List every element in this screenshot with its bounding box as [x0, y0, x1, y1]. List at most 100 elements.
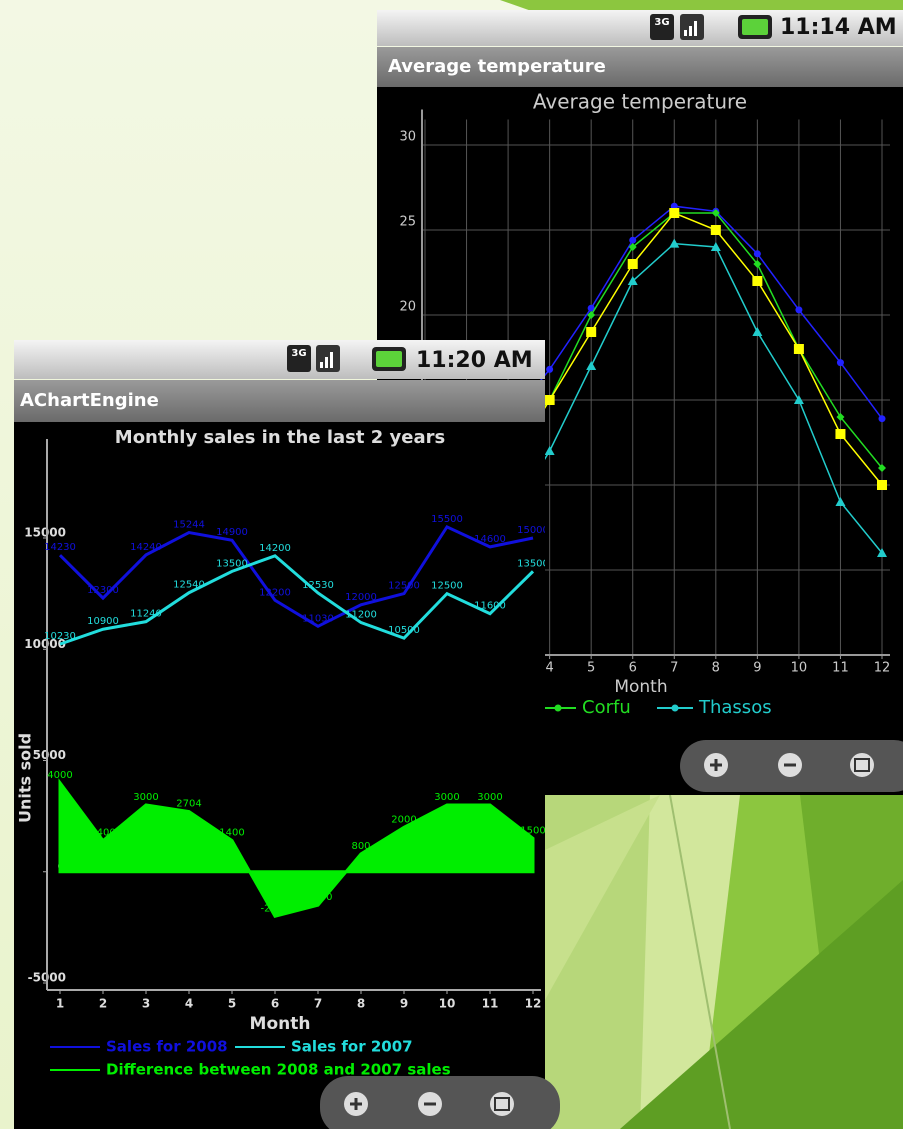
value-label: 10900 — [87, 616, 119, 627]
x-tick-label: 4 — [185, 997, 193, 1011]
x-tick-label: 7 — [314, 997, 322, 1011]
value-label: 800 — [351, 841, 370, 852]
value-label: 11600 — [474, 601, 506, 612]
x-axis-title: Month — [614, 677, 667, 697]
x-tick-label: 9 — [753, 661, 761, 676]
value-label: 4000 — [47, 770, 72, 781]
value-label: 10230 — [44, 631, 76, 642]
x-tick-label: 4 — [545, 661, 553, 676]
signal-icon — [316, 345, 340, 372]
value-label: 14240 — [130, 542, 162, 553]
value-label: 12500 — [431, 581, 463, 592]
zoom-controls — [320, 1076, 560, 1129]
y-tick-label: 5000 — [33, 748, 66, 762]
y-axis-title: Units sold — [16, 733, 35, 823]
x-tick-label: 11 — [482, 997, 499, 1011]
x-tick-label: 5 — [587, 661, 595, 676]
y-tick-label: 30 — [399, 130, 416, 145]
value-label: -2000 — [260, 903, 289, 914]
network-label: 3G — [291, 348, 306, 359]
value-label: 10500 — [388, 625, 420, 636]
point — [836, 413, 845, 421]
x-tick-label: 11 — [832, 661, 849, 676]
point — [753, 260, 762, 268]
value-label: 1400 — [90, 828, 115, 839]
x-tick-label: 12 — [874, 661, 891, 676]
point — [878, 415, 886, 423]
chart-title: Monthly sales in the last 2 years — [115, 427, 445, 448]
value-label: 14600 — [474, 534, 506, 545]
value-label: 12500 — [388, 581, 420, 592]
value-label: 12300 — [87, 585, 119, 596]
value-label: 15244 — [173, 520, 205, 531]
x-tick-label: 6 — [271, 997, 279, 1011]
status-bar — [14, 340, 545, 379]
point — [752, 276, 763, 286]
point — [753, 250, 761, 258]
value-label: 15000 — [517, 525, 549, 536]
chart-title: Average temperature — [533, 90, 747, 114]
network-icon — [650, 14, 674, 40]
point — [711, 209, 720, 217]
legend-label: Sales for 2007 — [291, 1038, 413, 1056]
value-label: 12000 — [345, 592, 377, 603]
legend-label: Thassos — [698, 697, 772, 718]
decoration — [500, 0, 903, 1129]
point — [544, 446, 555, 455]
x-tick-label: 7 — [670, 661, 678, 676]
app-title: Average temperature — [388, 56, 606, 77]
point — [627, 276, 638, 285]
x-tick-label: 9 — [400, 997, 408, 1011]
zoom-reset[interactable] — [850, 753, 874, 777]
point — [629, 236, 637, 244]
legend-label: Sales for 2008 — [106, 1038, 228, 1056]
point — [795, 306, 803, 314]
x-tick-label: 2 — [99, 997, 107, 1011]
point — [586, 327, 597, 337]
value-label: 12200 — [259, 587, 291, 598]
zoom-controls — [680, 740, 903, 792]
point — [669, 208, 680, 218]
legend-marker — [671, 704, 679, 712]
status-bar — [377, 10, 903, 46]
value-label: 1400 — [219, 828, 244, 839]
x-tick-label: 12 — [525, 997, 542, 1011]
point — [628, 243, 637, 251]
value-label: 11030 — [302, 613, 334, 624]
title-bar — [14, 380, 545, 422]
point — [877, 480, 887, 490]
value-label: 3000 — [477, 792, 502, 803]
value-label: -1500 — [303, 892, 332, 903]
clock: 11:14 AM — [780, 15, 897, 40]
x-tick-label: 10 — [439, 997, 456, 1011]
battery-icon — [372, 347, 406, 371]
point — [877, 548, 887, 557]
value-label: 2000 — [391, 814, 416, 825]
value-label: 3000 — [434, 792, 459, 803]
value-label: 2704 — [176, 799, 201, 810]
legend-marker — [554, 704, 562, 712]
value-label: 13500 — [517, 558, 549, 569]
point — [835, 497, 846, 506]
value-label: 3000 — [133, 792, 158, 803]
y-tick-label: 10000 — [24, 637, 66, 651]
x-axis-title: Month — [250, 1014, 311, 1034]
value-label: 15500 — [431, 514, 463, 525]
point — [710, 225, 721, 235]
point — [586, 361, 597, 370]
series-line — [59, 554, 535, 646]
value-label: 13500 — [216, 558, 248, 569]
point — [670, 202, 678, 210]
x-tick-label: 3 — [142, 997, 150, 1011]
x-tick-label: 10 — [791, 661, 808, 676]
point — [544, 395, 555, 405]
legend-label: Corfu — [582, 697, 631, 718]
battery-icon — [738, 15, 772, 39]
value-label: 11200 — [345, 610, 377, 621]
network-label: 3G — [654, 17, 669, 28]
chart: Monthly sales in the last 2 years-500005… — [16, 427, 549, 1079]
y-tick-label: 20 — [399, 300, 416, 315]
zoom-reset[interactable] — [490, 1092, 514, 1116]
x-tick-label: 5 — [228, 997, 236, 1011]
